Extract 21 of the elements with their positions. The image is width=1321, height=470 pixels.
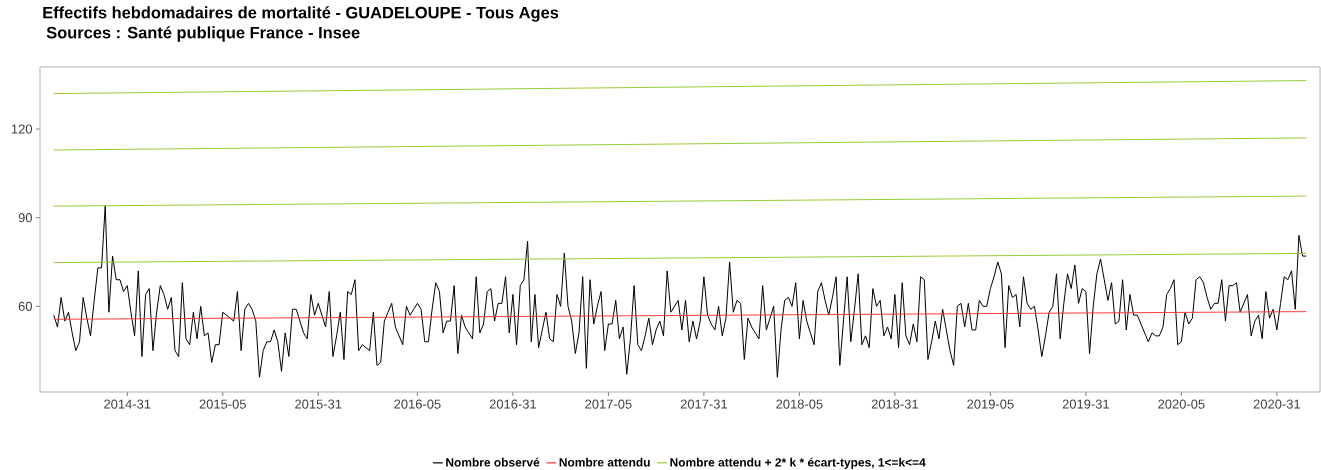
y-tick-label: 90: [18, 213, 32, 223]
y-tick-label: 60: [18, 301, 32, 311]
y-tick-label: 120: [11, 124, 32, 134]
legend-label: Nombre attendu + 2* k * écart-types, 1<=k<=4: [670, 457, 926, 469]
x-tick-label: 2018-05: [776, 399, 823, 409]
x-tick-label: 2020-31: [1253, 399, 1300, 409]
x-tick-label: 2018-31: [871, 399, 919, 409]
legend-label: Nombre attendu: [559, 457, 650, 467]
x-tick-label: 2015-31: [295, 399, 342, 409]
x-tick-label: 2016-31: [489, 399, 537, 409]
x-tick-label: 2016-05: [394, 399, 441, 409]
x-tick-label: 2019-31: [1062, 399, 1110, 409]
legend-label: Nombre observé: [446, 457, 540, 467]
x-tick-label: 2017-31: [680, 399, 728, 409]
x-tick-label: 2014-31: [104, 399, 151, 409]
x-tick-label: 2017-05: [585, 399, 632, 409]
chart-subtitle: Sources : Santé publique France - Insee: [46, 26, 360, 42]
x-tick-label: 2020-05: [1158, 399, 1205, 409]
x-tick-label: 2019-05: [967, 399, 1014, 409]
chart-title: Effectifs hebdomadaires de mortalité - GUADELOUPE - Tous Ages: [43, 6, 559, 22]
x-tick-label: 2015-05: [199, 399, 246, 409]
